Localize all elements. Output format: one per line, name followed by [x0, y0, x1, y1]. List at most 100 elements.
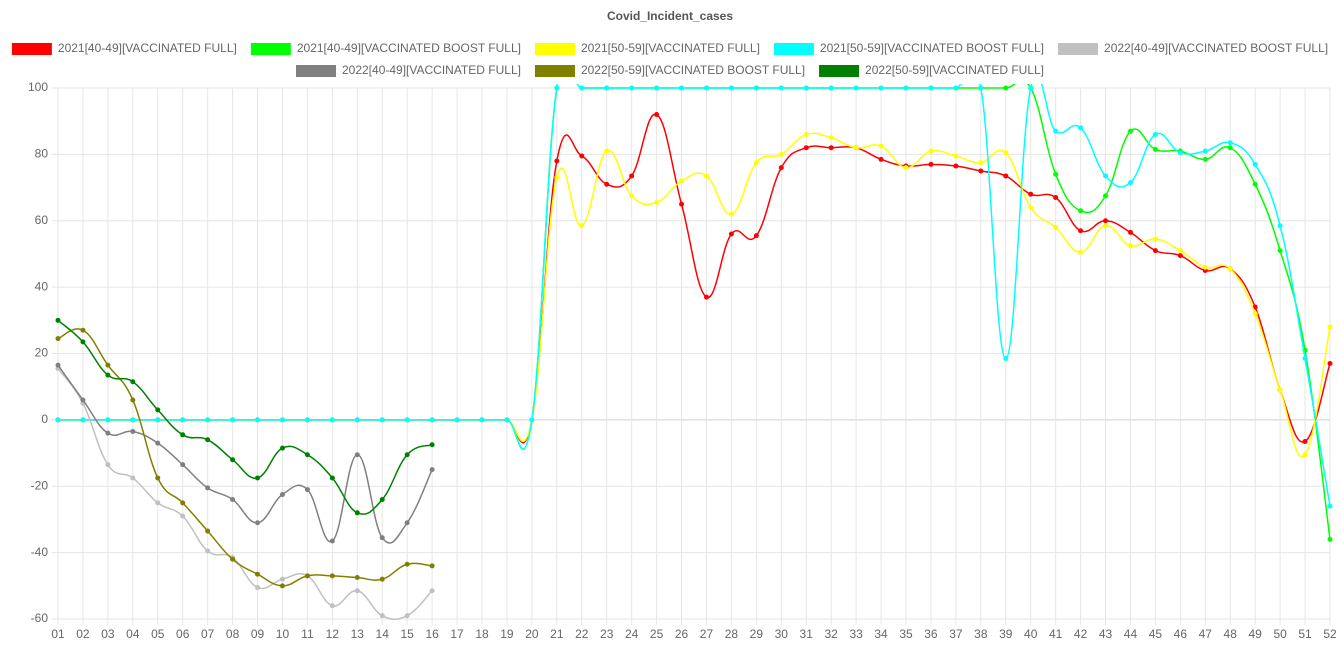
data-point: [105, 372, 111, 378]
data-point: [180, 417, 186, 423]
data-point: [304, 573, 310, 579]
data-point: [604, 85, 610, 91]
data-point: [1152, 248, 1158, 254]
data-point: [579, 85, 585, 91]
x-tick-label: 41: [1049, 627, 1063, 641]
data-point: [828, 145, 834, 151]
x-tick-label: 06: [176, 627, 190, 641]
data-point: [1252, 181, 1258, 187]
legend-swatch: [534, 43, 575, 55]
x-tick-label: 02: [76, 627, 90, 641]
data-point: [55, 417, 61, 423]
data-point: [1252, 161, 1258, 167]
data-point: [1252, 311, 1258, 317]
data-point: [429, 417, 435, 423]
data-point: [679, 85, 685, 91]
x-tick-label: 25: [650, 627, 664, 641]
data-point: [803, 145, 809, 151]
data-point: [1202, 156, 1208, 162]
data-point: [878, 143, 884, 149]
data-point: [354, 510, 360, 516]
data-point: [255, 475, 261, 481]
data-point: [1152, 146, 1158, 152]
data-point: [778, 85, 784, 91]
data-point: [1028, 204, 1034, 210]
legend-label: 2022[40-49][VACCINATED FULL]: [342, 63, 521, 77]
x-tick-label: 12: [326, 627, 340, 641]
legend-swatch: [773, 43, 814, 55]
x-tick-label: 40: [1024, 627, 1038, 641]
x-tick-label: 35: [899, 627, 913, 641]
series-line: [57, 364, 433, 544]
data-point: [554, 158, 560, 164]
data-point: [978, 160, 984, 166]
data-point: [379, 497, 385, 503]
data-point: [354, 417, 360, 423]
data-point: [853, 145, 859, 151]
legend-label: 2021[40-49][VACCINATED BOOST FULL]: [297, 41, 521, 55]
data-point: [429, 467, 435, 473]
x-tick-label: 28: [725, 627, 739, 641]
data-point: [1003, 173, 1009, 179]
y-tick-label: 100: [28, 80, 48, 94]
data-point: [479, 417, 485, 423]
data-point: [1028, 191, 1034, 197]
y-tick-label: 20: [35, 346, 49, 360]
x-tick-label: 42: [1074, 627, 1088, 641]
data-point: [205, 548, 211, 554]
data-point: [130, 417, 136, 423]
data-point: [803, 131, 809, 137]
data-point: [1227, 266, 1233, 272]
data-point: [379, 576, 385, 582]
data-point: [828, 85, 834, 91]
data-point: [853, 85, 859, 91]
x-tick-label: 07: [201, 627, 215, 641]
data-point: [1127, 128, 1133, 134]
legend-label: 2021[50-59][VACCINATED BOOST FULL]: [820, 41, 1044, 55]
data-point: [329, 573, 335, 579]
x-tick-label: 13: [351, 627, 365, 641]
data-point: [1127, 229, 1133, 235]
x-tick-label: 22: [575, 627, 589, 641]
data-point: [130, 397, 136, 403]
x-tick-label: 52: [1323, 627, 1337, 641]
data-point: [654, 112, 660, 118]
data-point: [903, 165, 909, 171]
data-point: [180, 513, 186, 519]
x-tick-label: 30: [775, 627, 789, 641]
x-tick-label: 46: [1174, 627, 1188, 641]
data-point: [279, 576, 285, 582]
data-point: [728, 231, 734, 237]
x-tick-label: 11: [301, 627, 314, 641]
data-point: [205, 437, 211, 443]
data-point: [429, 442, 435, 448]
y-tick-label: -60: [31, 611, 49, 625]
data-point: [180, 500, 186, 506]
data-point: [55, 336, 61, 342]
data-point: [404, 561, 410, 567]
x-tick-label: 10: [276, 627, 290, 641]
data-point: [803, 85, 809, 91]
data-point: [1302, 355, 1308, 361]
data-point: [329, 475, 335, 481]
data-point: [1053, 171, 1059, 177]
data-point: [1003, 150, 1009, 156]
data-point: [255, 571, 261, 577]
y-tick-label: 60: [35, 213, 49, 227]
legend-item: 2021[50-59][VACCINATED BOOST FULL]: [773, 41, 1044, 55]
legend-item: 2021[40-49][VACCINATED BOOST FULL]: [250, 41, 521, 55]
data-point: [753, 233, 759, 239]
data-point: [604, 148, 610, 154]
x-tick-label: 34: [874, 627, 888, 641]
data-point: [205, 417, 211, 423]
data-point: [1177, 150, 1183, 156]
x-tick-label: 37: [949, 627, 963, 641]
data-point: [304, 452, 310, 458]
data-point: [454, 417, 460, 423]
data-point: [279, 417, 285, 423]
data-point: [604, 181, 610, 187]
data-point: [130, 475, 136, 481]
data-point: [878, 85, 884, 91]
data-point: [928, 85, 934, 91]
x-tick-label: 18: [475, 627, 489, 641]
